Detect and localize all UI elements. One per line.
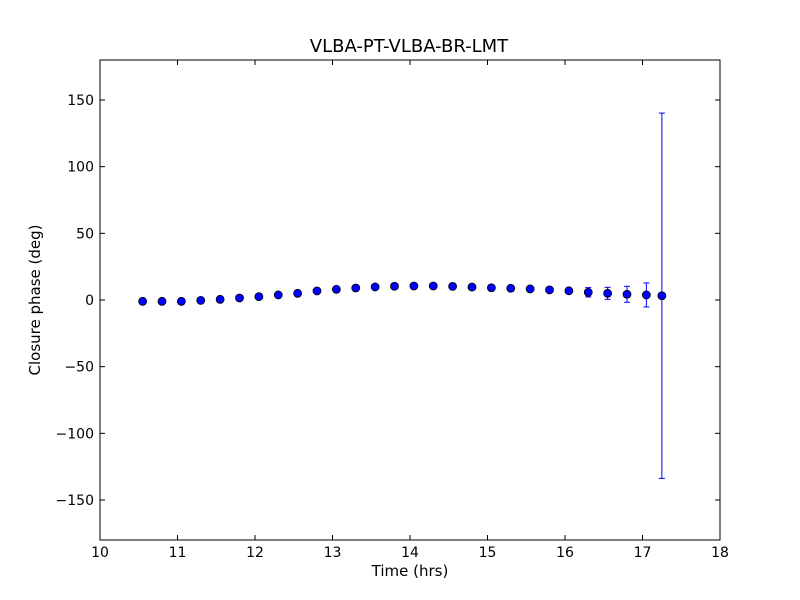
data-point bbox=[390, 281, 399, 291]
plot-frame bbox=[99, 59, 721, 541]
data-point bbox=[525, 284, 535, 294]
y-tick-label: 0 bbox=[85, 293, 94, 309]
data-point bbox=[428, 281, 438, 291]
x-tick-labels: 10 11 12 13 14 15 16 17 18 bbox=[91, 545, 729, 561]
y-tick-label: 100 bbox=[67, 160, 94, 176]
x-tick-label: 13 bbox=[324, 545, 342, 561]
data-point bbox=[641, 290, 651, 300]
data-point bbox=[312, 286, 322, 296]
y-tick-label: 50 bbox=[76, 226, 94, 242]
data-point bbox=[331, 284, 341, 294]
x-tick-label: 15 bbox=[479, 545, 497, 561]
data-point bbox=[351, 283, 361, 293]
y-tick-label: 150 bbox=[67, 93, 94, 109]
x-tick-label: 11 bbox=[169, 545, 187, 561]
data-point bbox=[293, 288, 303, 298]
data-point bbox=[138, 296, 148, 306]
data-point bbox=[657, 291, 667, 301]
x-tick-label: 18 bbox=[711, 545, 729, 561]
data-point bbox=[254, 292, 264, 302]
data-point bbox=[467, 282, 477, 292]
x-tick-label: 12 bbox=[246, 545, 264, 561]
x-tick-label: 17 bbox=[634, 545, 652, 561]
x-tick-label: 10 bbox=[91, 545, 109, 561]
data-point bbox=[370, 282, 380, 292]
data-point bbox=[583, 287, 593, 297]
data-point bbox=[564, 286, 574, 296]
x-tick-label: 16 bbox=[556, 545, 574, 561]
y-axis-label: Closure phase (deg) bbox=[26, 225, 44, 376]
data-point bbox=[235, 293, 244, 303]
data-point bbox=[409, 281, 419, 291]
data-point bbox=[545, 285, 554, 295]
y-tick-labels: −150 −100 −50 0 50 100 150 bbox=[56, 93, 94, 509]
data-point bbox=[603, 288, 613, 298]
data-point bbox=[486, 283, 496, 293]
data-point bbox=[157, 296, 167, 306]
data-point bbox=[506, 283, 516, 293]
data-point bbox=[448, 281, 458, 291]
data-point bbox=[622, 289, 632, 299]
data-points bbox=[138, 281, 667, 306]
y-tick-label: −50 bbox=[64, 360, 94, 376]
x-tick-label: 14 bbox=[401, 545, 419, 561]
data-point bbox=[176, 296, 186, 306]
data-point bbox=[196, 295, 206, 305]
y-tick-label: −100 bbox=[56, 426, 94, 442]
chart-title: VLBA-PT-VLBA-BR-LMT bbox=[310, 36, 509, 57]
data-point bbox=[215, 294, 225, 304]
data-point bbox=[273, 290, 283, 300]
y-tick-label: −150 bbox=[56, 493, 94, 509]
x-axis-label: Time (hrs) bbox=[371, 562, 449, 580]
